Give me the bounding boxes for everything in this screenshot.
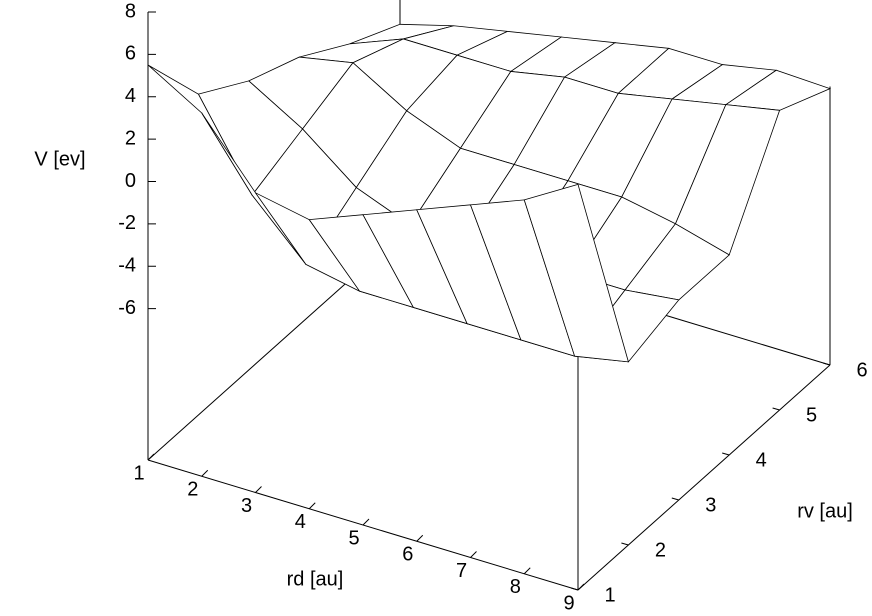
- y-tick: [671, 497, 679, 501]
- x-tick: [362, 518, 370, 526]
- z-tick-label: -6: [118, 297, 136, 319]
- y-tick: [621, 542, 629, 546]
- y-axis-label: rv [au]: [797, 500, 853, 522]
- y-tick-label: 5: [806, 404, 817, 426]
- z-tick-label: -2: [118, 212, 136, 234]
- z-tick-label: 2: [125, 127, 136, 149]
- y-tick: [822, 362, 831, 366]
- x-tick-label: 3: [241, 495, 252, 517]
- x-tick-label: 4: [295, 511, 306, 533]
- y-tick-label: 6: [856, 359, 867, 381]
- x-tick-label: 6: [402, 544, 413, 566]
- x-tick-label: 2: [187, 479, 198, 501]
- floor-edge: [577, 364, 831, 591]
- surface-cell: [523, 183, 629, 363]
- x-tick-label: 9: [563, 592, 574, 614]
- z-tick-label: 8: [125, 0, 136, 22]
- x-tick-label: 5: [348, 527, 359, 549]
- x-tick-label: 8: [510, 576, 521, 598]
- x-tick: [470, 551, 477, 558]
- x-tick: [255, 486, 262, 493]
- y-tick-label: 2: [655, 539, 666, 561]
- z-tick-label: 4: [125, 85, 136, 107]
- z-axis-label: V [ev]: [34, 148, 85, 170]
- z-tick-label: -4: [118, 255, 136, 277]
- y-tick: [772, 407, 780, 411]
- z-tick-label: 0: [125, 170, 136, 192]
- x-tick: [308, 502, 316, 510]
- x-tick: [523, 567, 531, 575]
- y-tick-label: 4: [756, 449, 767, 471]
- x-tick-label: 7: [456, 560, 467, 582]
- x-tick: [147, 453, 155, 461]
- x-tick: [201, 469, 209, 477]
- y-tick-label: 1: [604, 584, 615, 606]
- y-tick: [722, 452, 730, 456]
- x-axis-label: rd [au]: [287, 568, 344, 590]
- x-tick-label: 1: [133, 462, 144, 484]
- x-tick: [416, 534, 424, 542]
- y-tick-label: 3: [705, 494, 716, 516]
- y-tick: [570, 587, 579, 591]
- x-tick: [577, 583, 585, 591]
- z-tick-label: 6: [125, 43, 136, 65]
